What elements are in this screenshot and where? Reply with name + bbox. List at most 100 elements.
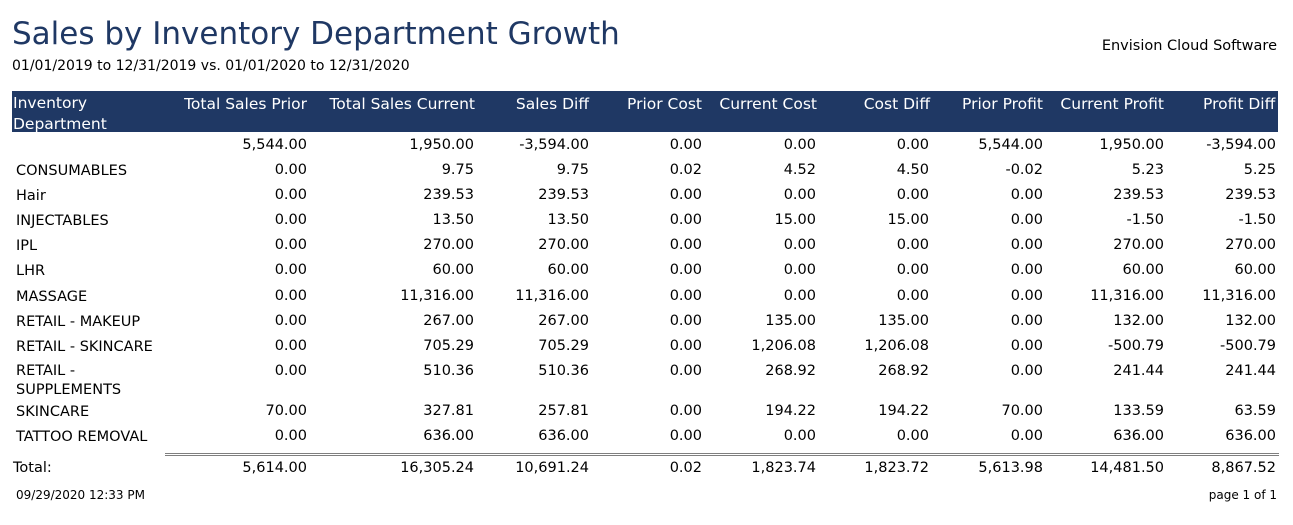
department-cell: TATTOO REMOVAL xyxy=(16,429,148,445)
total-prior-profit: 5,613.98 xyxy=(978,460,1043,476)
cell-current-cost: 1,206.08 xyxy=(751,338,816,354)
cell-prior-profit: 0.00 xyxy=(1010,237,1043,253)
cell-profit-diff: 11,316.00 xyxy=(1202,288,1276,304)
cell-total-sales-prior: 0.00 xyxy=(274,187,307,203)
department-cell: RETAIL - SUPPLEMENTS xyxy=(16,363,122,398)
table-header: Inventory Department Total Sales Prior T… xyxy=(12,91,1278,132)
cell-cost-diff: 1,206.08 xyxy=(864,338,929,354)
cell-total-sales-prior: 0.00 xyxy=(274,313,307,329)
department-cell: Hair xyxy=(16,188,46,204)
cell-sales-diff: 257.81 xyxy=(538,403,589,419)
cell-total-sales-prior: 0.00 xyxy=(274,363,307,379)
totals-rule xyxy=(165,453,1279,456)
total-current-profit: 14,481.50 xyxy=(1090,460,1164,476)
cell-sales-diff: 636.00 xyxy=(538,428,589,444)
cell-sales-diff: 239.53 xyxy=(538,187,589,203)
cell-total-sales-prior: 0.00 xyxy=(274,237,307,253)
column-header-total-sales-current: Total Sales Current xyxy=(329,95,475,113)
page-number: page 1 of 1 xyxy=(1208,488,1277,502)
cell-total-sales-current: 267.00 xyxy=(423,313,474,329)
cell-sales-diff: 267.00 xyxy=(538,313,589,329)
cell-current-cost: 0.00 xyxy=(783,288,816,304)
cell-total-sales-prior: 0.00 xyxy=(274,338,307,354)
cell-cost-diff: 194.22 xyxy=(878,403,929,419)
cell-profit-diff: 239.53 xyxy=(1225,187,1276,203)
date-range: 01/01/2019 to 12/31/2019 vs. 01/01/2020 … xyxy=(12,58,410,74)
cell-prior-cost: 0.00 xyxy=(669,237,702,253)
cell-prior-cost: 0.00 xyxy=(669,262,702,278)
cell-prior-cost: 0.00 xyxy=(669,187,702,203)
cell-prior-cost: 0.00 xyxy=(669,288,702,304)
column-header-sales-diff: Sales Diff xyxy=(515,95,589,113)
department-cell: IPL xyxy=(16,238,38,254)
cell-current-profit: -1.50 xyxy=(1126,212,1164,228)
column-header-prior-cost: Prior Cost xyxy=(627,95,702,113)
cell-cost-diff: 0.00 xyxy=(896,288,929,304)
total-total-sales-prior: 5,614.00 xyxy=(242,460,307,476)
cell-total-sales-prior: 0.00 xyxy=(274,262,307,278)
cell-current-cost: 0.00 xyxy=(783,262,816,278)
total-sales-diff: 10,691.24 xyxy=(515,460,589,476)
column-header-total-sales-prior: Total Sales Prior xyxy=(184,95,307,113)
cell-cost-diff: 0.00 xyxy=(896,237,929,253)
cell-total-sales-prior: 0.00 xyxy=(274,428,307,444)
printed-timestamp: 09/29/2020 12:33 PM xyxy=(16,488,145,502)
department-cell: INJECTABLES xyxy=(16,213,109,229)
column-header-current-profit: Current Profit xyxy=(1060,95,1164,113)
cell-total-sales-current: 510.36 xyxy=(423,363,474,379)
cell-total-sales-current: 636.00 xyxy=(423,428,474,444)
column-header-prior-profit: Prior Profit xyxy=(962,95,1043,113)
cell-cost-diff: 4.50 xyxy=(896,162,929,178)
cell-total-sales-prior: 0.00 xyxy=(274,288,307,304)
cell-prior-profit: 70.00 xyxy=(1001,403,1043,419)
cell-current-profit: 11,316.00 xyxy=(1090,288,1164,304)
cell-current-profit: 5.23 xyxy=(1131,162,1164,178)
company-name: Envision Cloud Software xyxy=(1101,38,1277,54)
cell-total-sales-prior: 0.00 xyxy=(274,162,307,178)
cell-prior-cost: 0.00 xyxy=(669,363,702,379)
cell-current-profit: 60.00 xyxy=(1122,262,1164,278)
cell-total-sales-current: 327.81 xyxy=(423,403,474,419)
cell-current-profit: 636.00 xyxy=(1113,428,1164,444)
cell-sales-diff: 705.29 xyxy=(538,338,589,354)
cell-cost-diff: 15.00 xyxy=(887,212,929,228)
cell-current-profit: 241.44 xyxy=(1113,363,1164,379)
cell-cost-diff: 268.92 xyxy=(878,363,929,379)
cell-prior-profit: 0.00 xyxy=(1010,313,1043,329)
cell-prior-profit: -0.02 xyxy=(1005,162,1043,178)
cell-current-cost: 268.92 xyxy=(765,363,816,379)
cell-current-profit: 132.00 xyxy=(1113,313,1164,329)
cell-prior-cost: 0.00 xyxy=(669,403,702,419)
cell-prior-cost: 0.00 xyxy=(669,137,702,153)
cell-current-profit: 1,950.00 xyxy=(1099,137,1164,153)
cell-profit-diff: 63.59 xyxy=(1234,403,1276,419)
column-header-cost-diff: Cost Diff xyxy=(863,95,930,113)
cell-total-sales-current: 1,950.00 xyxy=(409,137,474,153)
cell-sales-diff: 60.00 xyxy=(547,262,589,278)
cell-sales-diff: -3,594.00 xyxy=(519,137,589,153)
cell-total-sales-prior: 0.00 xyxy=(274,212,307,228)
department-cell: CONSUMABLES xyxy=(16,163,128,179)
cell-profit-diff: 270.00 xyxy=(1225,237,1276,253)
column-header-current-cost: Current Cost xyxy=(719,95,817,113)
cell-cost-diff: 0.00 xyxy=(896,262,929,278)
cell-current-profit: -500.79 xyxy=(1108,338,1164,354)
total-cost-diff: 1,823.72 xyxy=(864,460,929,476)
cell-total-sales-current: 705.29 xyxy=(423,338,474,354)
cell-prior-profit: 0.00 xyxy=(1010,212,1043,228)
cell-cost-diff: 135.00 xyxy=(878,313,929,329)
cell-total-sales-prior: 5,544.00 xyxy=(242,137,307,153)
cell-prior-cost: 0.00 xyxy=(669,212,702,228)
cell-sales-diff: 13.50 xyxy=(547,212,589,228)
cell-profit-diff: -1.50 xyxy=(1238,212,1276,228)
cell-total-sales-current: 270.00 xyxy=(423,237,474,253)
cell-prior-profit: 0.00 xyxy=(1010,262,1043,278)
cell-prior-profit: 0.00 xyxy=(1010,187,1043,203)
cell-profit-diff: 241.44 xyxy=(1225,363,1276,379)
cell-cost-diff: 0.00 xyxy=(896,428,929,444)
cell-prior-cost: 0.00 xyxy=(669,338,702,354)
department-cell: RETAIL - SKINCARE xyxy=(16,339,153,355)
cell-sales-diff: 11,316.00 xyxy=(515,288,589,304)
cell-current-cost: 0.00 xyxy=(783,187,816,203)
cell-current-cost: 135.00 xyxy=(765,313,816,329)
